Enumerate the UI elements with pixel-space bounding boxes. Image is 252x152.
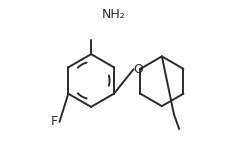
Text: O: O [132,63,142,76]
Text: F: F [51,115,58,128]
Text: NH₂: NH₂ [101,8,125,21]
